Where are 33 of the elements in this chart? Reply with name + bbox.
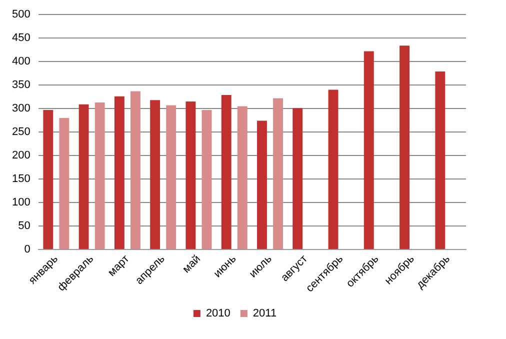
legend-label: 2010 — [206, 308, 230, 320]
legend-label: 2011 — [252, 308, 277, 320]
y-tick-label: 250 — [12, 126, 30, 138]
y-tick-label: 200 — [12, 150, 30, 162]
bar — [435, 71, 446, 250]
bar — [273, 98, 283, 250]
bar — [202, 110, 212, 250]
y-tick-label: 150 — [12, 173, 30, 186]
bar — [166, 105, 176, 250]
bar — [364, 51, 374, 250]
bar — [328, 90, 338, 250]
bar — [237, 106, 248, 250]
bar — [257, 120, 267, 250]
bar — [130, 91, 140, 250]
bar — [186, 102, 196, 250]
y-tick-label: 50 — [18, 220, 30, 232]
y-tick-label: 300 — [12, 102, 30, 115]
y-tick-label: 450 — [12, 32, 30, 44]
y-tick-label: 350 — [12, 79, 30, 92]
bar — [59, 118, 70, 250]
y-tick-label: 400 — [12, 56, 30, 68]
bar — [94, 102, 105, 250]
bar — [400, 46, 410, 250]
bar — [78, 104, 89, 250]
bar — [43, 110, 54, 250]
x-tick-label: май — [180, 252, 203, 276]
bar — [150, 100, 160, 250]
y-tick-label: 100 — [12, 196, 30, 209]
bar — [221, 94, 232, 250]
y-tick-label: 0 — [24, 244, 30, 256]
y-tick-label: 500 — [12, 8, 30, 21]
bar — [114, 96, 124, 250]
bar — [292, 108, 303, 250]
